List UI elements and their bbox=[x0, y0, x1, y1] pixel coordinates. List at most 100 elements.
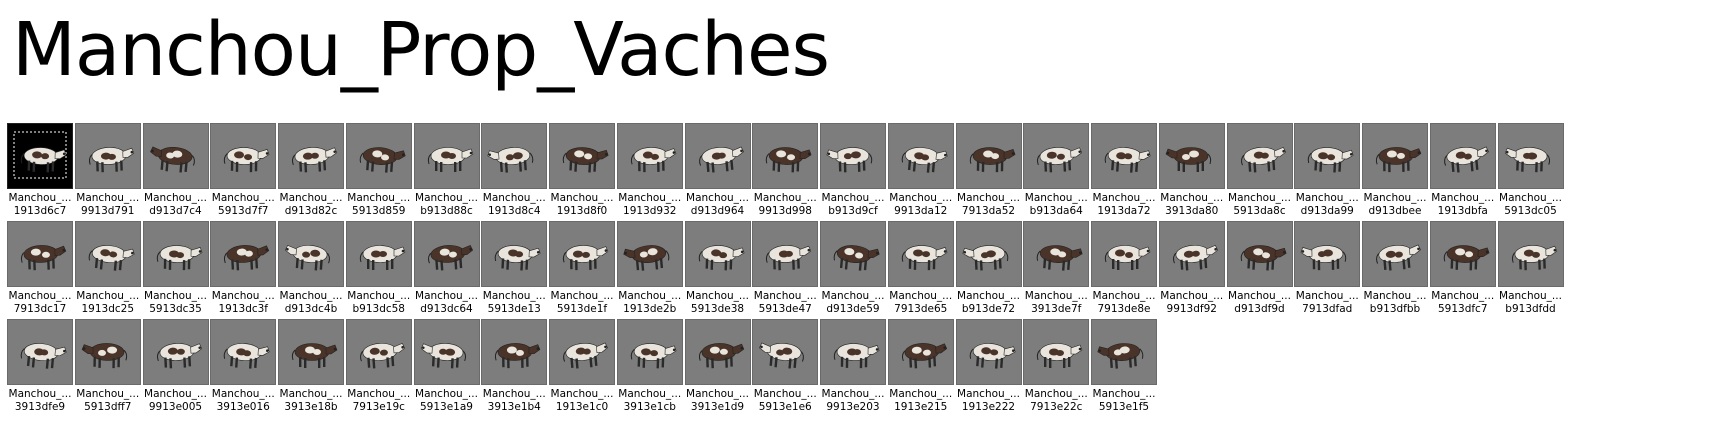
thumbnail-tile[interactable]: Manchou_... 1913dc3f bbox=[210, 221, 277, 323]
thumbnail-tile[interactable]: Manchou_... b913da64 bbox=[1023, 123, 1090, 225]
cow-thumbnail-icon[interactable] bbox=[887, 221, 954, 287]
thumbnail-tile[interactable]: Manchou_... 3913e18b bbox=[278, 319, 344, 421]
thumbnail-tile[interactable]: Manchou_... d913dc64 bbox=[413, 221, 480, 323]
cow-thumbnail-icon[interactable] bbox=[1294, 221, 1361, 287]
cow-thumbnail-icon[interactable] bbox=[820, 221, 886, 287]
thumbnail-tile[interactable]: Manchou_... 5913d859 bbox=[345, 123, 412, 225]
cow-thumbnail-icon[interactable] bbox=[1497, 221, 1564, 287]
cow-thumbnail-icon[interactable] bbox=[1226, 123, 1293, 189]
cow-thumbnail-icon[interactable] bbox=[1362, 123, 1428, 189]
cow-thumbnail-icon[interactable] bbox=[1091, 221, 1157, 287]
cow-thumbnail-icon[interactable] bbox=[955, 123, 1022, 189]
thumbnail-tile[interactable]: Manchou_... 5913d7f7 bbox=[210, 123, 277, 225]
cow-thumbnail-icon[interactable] bbox=[74, 123, 141, 189]
thumbnail-tile[interactable]: Manchou_... 1913d8f0 bbox=[549, 123, 615, 225]
cow-thumbnail-icon[interactable] bbox=[1362, 221, 1428, 287]
thumbnail-tile[interactable]: Manchou_... 9913df92 bbox=[1158, 221, 1225, 323]
thumbnail-tile[interactable]: Manchou_... 1913e1c0 bbox=[549, 319, 615, 421]
cow-thumbnail-icon[interactable] bbox=[1497, 123, 1564, 189]
thumbnail-tile[interactable]: Manchou_... 5913dff7 bbox=[74, 319, 141, 421]
thumbnail-tile[interactable]: Manchou_... 1913e222 bbox=[955, 319, 1022, 421]
cow-thumbnail-icon[interactable] bbox=[481, 123, 548, 189]
thumbnail-tile[interactable]: Manchou_... 1913dc25 bbox=[74, 221, 141, 323]
thumbnail-tile[interactable]: Manchou_... 5913e1f5 bbox=[1091, 319, 1157, 421]
cow-thumbnail-icon[interactable] bbox=[1158, 123, 1225, 189]
thumbnail-tile[interactable]: Manchou_... d913d82c bbox=[278, 123, 344, 225]
cow-thumbnail-icon[interactable] bbox=[1023, 221, 1090, 287]
cow-thumbnail-icon[interactable] bbox=[820, 123, 886, 189]
thumbnail-tile[interactable]: Manchou_... 3913de7f bbox=[1023, 221, 1090, 323]
thumbnail-tile[interactable]: Manchou_... 7913e22c bbox=[1023, 319, 1090, 421]
thumbnail-tile[interactable]: Manchou_... 5913de1f bbox=[549, 221, 615, 323]
cow-thumbnail-icon[interactable] bbox=[616, 221, 683, 287]
cow-thumbnail-icon[interactable] bbox=[887, 123, 954, 189]
thumbnail-tile[interactable]: Manchou_... 9913d998 bbox=[752, 123, 819, 225]
cow-thumbnail-icon[interactable] bbox=[74, 221, 141, 287]
thumbnail-tile[interactable]: Manchou_... 1913da72 bbox=[1091, 123, 1157, 225]
cow-thumbnail-icon[interactable] bbox=[142, 221, 209, 287]
cow-thumbnail-icon[interactable] bbox=[142, 123, 209, 189]
thumbnail-tile[interactable]: Manchou_... b913d88c bbox=[413, 123, 480, 225]
cow-thumbnail-icon[interactable] bbox=[345, 319, 412, 385]
cow-thumbnail-icon[interactable] bbox=[955, 319, 1022, 385]
cow-thumbnail-icon[interactable] bbox=[278, 123, 344, 189]
thumbnail-tile[interactable]: Manchou_... 5913e1a9 bbox=[413, 319, 480, 421]
cow-thumbnail-icon[interactable] bbox=[820, 319, 886, 385]
cow-thumbnail-icon[interactable] bbox=[1091, 123, 1157, 189]
cow-thumbnail-icon[interactable] bbox=[1294, 123, 1361, 189]
thumbnail-tile[interactable]: Manchou_... d913da99 bbox=[1294, 123, 1361, 225]
cow-thumbnail-icon[interactable] bbox=[210, 221, 277, 287]
thumbnail-tile[interactable]: Manchou_... 7913e19c bbox=[345, 319, 412, 421]
thumbnail-tile[interactable]: Manchou_... d913dbee bbox=[1362, 123, 1428, 225]
thumbnail-tile[interactable]: Manchou_... 1913d8c4 bbox=[481, 123, 548, 225]
thumbnail-tile[interactable]: Manchou_... 9913e005 bbox=[142, 319, 209, 421]
thumbnail-tile[interactable]: Manchou_... 7913dfad bbox=[1294, 221, 1361, 323]
cow-thumbnail-icon[interactable] bbox=[345, 123, 412, 189]
cow-thumbnail-icon[interactable] bbox=[413, 123, 480, 189]
cow-thumbnail-icon[interactable] bbox=[210, 319, 277, 385]
cow-thumbnail-icon[interactable] bbox=[684, 319, 751, 385]
cow-thumbnail-icon[interactable] bbox=[616, 123, 683, 189]
cow-thumbnail-icon[interactable] bbox=[616, 319, 683, 385]
cow-thumbnail-icon[interactable] bbox=[1429, 221, 1496, 287]
thumbnail-tile[interactable]: Manchou_... 5913dc05 bbox=[1497, 123, 1564, 225]
thumbnail-tile[interactable]: Manchou_... 3913dfe9 bbox=[7, 319, 73, 421]
thumbnail-tile[interactable]: Manchou_... 1913d932 bbox=[616, 123, 683, 225]
cow-thumbnail-icon[interactable] bbox=[278, 221, 344, 287]
cow-thumbnail-icon[interactable] bbox=[7, 319, 73, 385]
thumbnail-tile[interactable]: Manchou_... b913d9cf bbox=[820, 123, 886, 225]
thumbnail-tile[interactable]: Manchou_... 7913dc17 bbox=[7, 221, 73, 323]
thumbnail-tile[interactable]: Manchou_... 5913dfc7 bbox=[1429, 221, 1496, 323]
cow-thumbnail-icon[interactable] bbox=[752, 123, 819, 189]
cow-thumbnail-icon[interactable] bbox=[142, 319, 209, 385]
thumbnail-tile[interactable]: Manchou_... d913d964 bbox=[684, 123, 751, 225]
cow-thumbnail-icon[interactable] bbox=[1023, 123, 1090, 189]
thumbnail-tile[interactable]: Manchou_... 1913e215 bbox=[887, 319, 954, 421]
cow-thumbnail-icon[interactable] bbox=[413, 319, 480, 385]
thumbnail-tile[interactable]: Manchou_... 7913da52 bbox=[955, 123, 1022, 225]
thumbnail-tile[interactable]: Manchou_... 1913d6c7 bbox=[7, 123, 73, 225]
cow-thumbnail-icon[interactable] bbox=[413, 221, 480, 287]
cow-thumbnail-icon[interactable] bbox=[549, 319, 615, 385]
thumbnail-tile[interactable]: Manchou_... b913dfbb bbox=[1362, 221, 1428, 323]
cow-thumbnail-icon[interactable] bbox=[684, 221, 751, 287]
cow-thumbnail-icon[interactable] bbox=[7, 123, 73, 189]
thumbnail-tile[interactable]: Manchou_... 5913de13 bbox=[481, 221, 548, 323]
thumbnail-tile[interactable]: Manchou_... d913d7c4 bbox=[142, 123, 209, 225]
thumbnail-tile[interactable]: Manchou_... 9913da12 bbox=[887, 123, 954, 225]
cow-thumbnail-icon[interactable] bbox=[345, 221, 412, 287]
thumbnail-tile[interactable]: Manchou_... 3913e1cb bbox=[616, 319, 683, 421]
cow-thumbnail-icon[interactable] bbox=[1023, 319, 1090, 385]
thumbnail-tile[interactable]: Manchou_... 7913de8e bbox=[1091, 221, 1157, 323]
thumbnail-tile[interactable]: Manchou_... 5913da8c bbox=[1226, 123, 1293, 225]
cow-thumbnail-icon[interactable] bbox=[752, 319, 819, 385]
cow-thumbnail-icon[interactable] bbox=[955, 221, 1022, 287]
thumbnail-tile[interactable]: Manchou_... 1913dbfa bbox=[1429, 123, 1496, 225]
cow-thumbnail-icon[interactable] bbox=[684, 123, 751, 189]
thumbnail-tile[interactable]: Manchou_... 9913e203 bbox=[820, 319, 886, 421]
cow-thumbnail-icon[interactable] bbox=[1429, 123, 1496, 189]
thumbnail-tile[interactable]: Manchou_... 1913de2b bbox=[616, 221, 683, 323]
thumbnail-tile[interactable]: Manchou_... d913dc4b bbox=[278, 221, 344, 323]
thumbnail-tile[interactable]: Manchou_... 3913da80 bbox=[1158, 123, 1225, 225]
cow-thumbnail-icon[interactable] bbox=[7, 221, 73, 287]
